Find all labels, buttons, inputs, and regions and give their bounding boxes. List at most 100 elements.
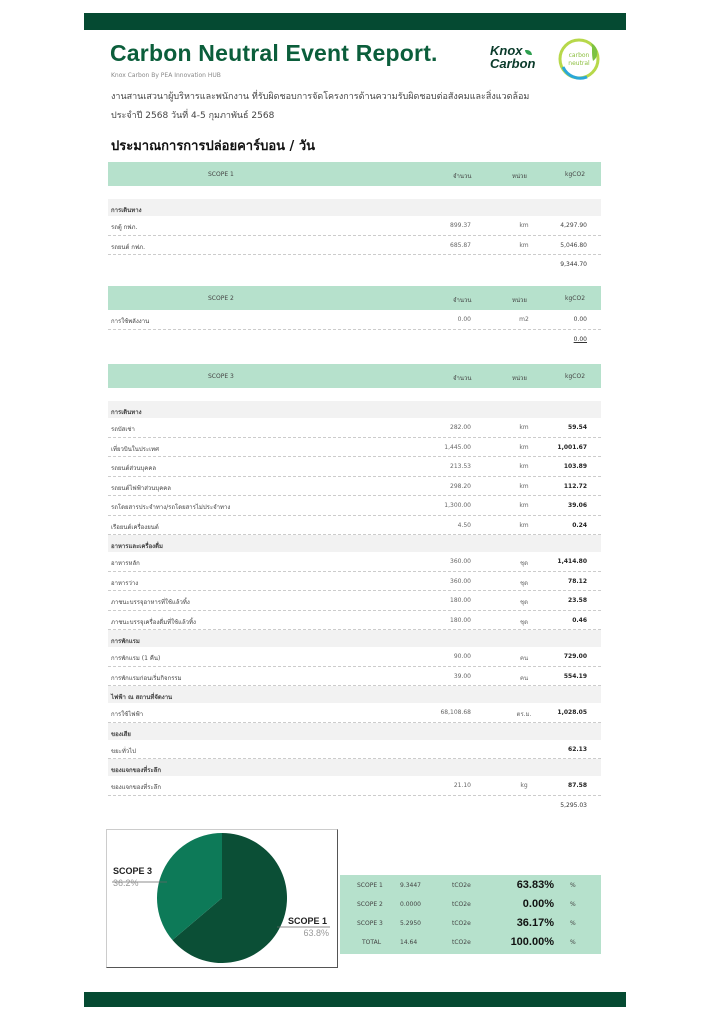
item-name: ภาชนะบรรจุอาหารที่ใช้แล้วทิ้ง: [111, 599, 190, 606]
table-row: ขยะทั่วไป 62.13: [108, 740, 601, 759]
item-qty: 4.50: [457, 521, 471, 529]
table-row: อาหารว่าง 360.00 ชุด 78.12: [108, 572, 601, 591]
item-qty: 180.00: [450, 616, 471, 624]
event-date: ประจำปี 2568 วันที่ 4-5 กุมภาพันธ์ 2568: [111, 111, 275, 121]
pie-label-scope-3: SCOPE 3: [113, 866, 152, 876]
item-kgco2: 4,297.90: [560, 222, 587, 229]
item-qty: 282.00: [450, 424, 471, 431]
summary-value: 5.2950: [400, 920, 421, 927]
total-row: 9,344.70: [108, 255, 601, 275]
item-qty: 0.00: [457, 316, 471, 323]
item-unit: คน: [519, 674, 529, 682]
item-unit: km: [519, 443, 529, 451]
item-qty: 1,445.00: [444, 443, 471, 451]
kg-header: kgCO2: [565, 373, 586, 380]
pie-slice-scope-1: [172, 833, 287, 963]
table-row: รถยนต์ กฟภ. 685.87 km 5,046.80: [108, 236, 601, 255]
item-kgco2: 1,028.05: [557, 709, 587, 716]
item-unit: m2: [519, 316, 529, 323]
item-unit: ชุด: [520, 599, 528, 606]
percent-symbol: %: [570, 939, 576, 946]
item-unit: ชุด: [520, 560, 528, 567]
item-unit: km: [519, 482, 529, 490]
carbon-neutral-badge: carbon neutral: [558, 38, 600, 80]
item-name: รถยนต์ไฟฟ้าส่วนบุคคล: [111, 484, 171, 492]
item-name: ขยะทั่วไป: [111, 747, 136, 755]
item-qty: 360.00: [450, 577, 471, 585]
table-row: รถตู้ กฟภ. 899.37 km 4,297.90: [108, 216, 601, 236]
kg-header: kgCO2: [565, 171, 586, 178]
item-unit: km: [519, 521, 529, 529]
bottom-banner: [84, 992, 626, 1007]
scope-total: 5,295.03: [560, 801, 587, 809]
summary-value: 14.64: [400, 939, 418, 946]
item-kgco2: 5,046.80: [560, 241, 587, 249]
summary-table: SCOPE 1 9.3447 tCO2e 63.83%% SCOPE 2 0.0000 tC…: [340, 875, 601, 954]
total-row: 0.00: [108, 330, 601, 350]
category-label: การเดินทาง: [111, 409, 142, 416]
item-kgco2: 59.54: [568, 424, 587, 431]
scope-total: 0.00: [573, 335, 587, 343]
item-qty: 1,300.00: [444, 502, 471, 509]
table-row: ภาชนะบรรจุอาหารที่ใช้แล้วทิ้ง 180.00 ชุด 23…: [108, 591, 601, 611]
unit-header: หน่วย: [512, 173, 527, 180]
scope-table: SCOPE 3 จำนวน หน่วย kgCO2 การเดินทาง รถบัสเช่…: [108, 364, 601, 816]
percent-symbol: %: [570, 920, 576, 927]
kg-header: kgCO2: [565, 295, 586, 302]
category-row: การเดินทาง: [108, 401, 601, 418]
scope-label: SCOPE 1: [208, 171, 234, 178]
category-label: อาหารและเครื่องดื่ม: [111, 543, 163, 550]
table-row: การพักแรมก่อนเริ่มกิจกรรม 39.00 คน 554.19: [108, 667, 601, 686]
item-unit: km: [519, 241, 529, 249]
item-qty: 360.00: [450, 558, 471, 565]
item-name: เรือยนต์เครื่องยนต์: [111, 523, 159, 531]
qty-header: จำนวน: [453, 375, 472, 382]
item-kgco2: 0.00: [573, 316, 587, 323]
table-row: รถบัสเช่า 282.00 km 59.54: [108, 418, 601, 438]
summary-percent: 0.00%: [522, 898, 554, 910]
item-kgco2: 87.58: [568, 782, 587, 789]
table-row: เรือยนต์เครื่องยนต์ 4.50 km 0.24: [108, 516, 601, 535]
item-name: รถยนต์ กฟภ.: [111, 243, 146, 251]
unit-header: หน่วย: [512, 297, 527, 304]
table-row: รถโดยสารประจำทาง/รถโดยสารไม่ประจำทาง 1,30…: [108, 496, 601, 516]
item-name: รถบัสเช่า: [111, 426, 135, 433]
summary-percent: 36.17%: [516, 917, 554, 929]
item-unit: km: [519, 222, 529, 229]
pie-label-scope-1: SCOPE 1: [288, 916, 327, 926]
item-unit: kg: [520, 782, 528, 789]
item-name: รถโดยสารประจำทาง/รถโดยสารไม่ประจำทาง: [111, 504, 231, 511]
table-header: SCOPE 1 จำนวน หน่วย kgCO2: [108, 162, 601, 186]
event-description: งานสานเสวนาผู้บริหารและพนักงาน ที่รับผิด…: [111, 92, 530, 102]
item-name: ของแจกของที่ระลึก: [111, 784, 161, 791]
item-name: ภาชนะบรรจุเครื่องดื่มที่ใช้แล้วทิ้ง: [111, 618, 196, 626]
item-qty: 180.00: [450, 597, 471, 604]
item-kgco2: 554.19: [563, 672, 587, 680]
item-kgco2: 729.00: [563, 653, 587, 660]
pie-slice-scope-3: [157, 833, 222, 941]
item-qty: 685.87: [450, 241, 471, 249]
category-label: ไฟฟ้า ณ สถานที่จัดงาน: [111, 694, 173, 701]
category-label: ของแจกของที่ระลึก: [111, 767, 161, 774]
scope-total: 9,344.70: [560, 261, 587, 268]
table-row: เที่ยวบินในประเทศ 1,445.00 km 1,001.67: [108, 438, 601, 457]
item-name: รถยนต์ส่วนบุคคล: [111, 465, 157, 472]
item-name: อาหารว่าง: [111, 579, 139, 587]
item-name: อาหารหลัก: [111, 560, 140, 567]
scope-label: SCOPE 3: [208, 373, 234, 380]
scope-table: SCOPE 1 จำนวน หน่วย kgCO2 การเดินทาง รถตู้ กฟ…: [108, 162, 601, 275]
summary-value: 9.3447: [400, 882, 421, 889]
table-row: ของแจกของที่ระลึก 21.10 kg 87.58: [108, 776, 601, 796]
scope-table: SCOPE 2 จำนวน หน่วย kgCO2 การใช้พลังงาน 0.00 m…: [108, 286, 601, 350]
category-label: การพักแรม: [111, 638, 140, 645]
summary-scope: SCOPE 3: [357, 920, 383, 927]
summary-scope: SCOPE 1: [357, 882, 383, 889]
qty-header: จำนวน: [453, 173, 472, 180]
summary-row: SCOPE 1 9.3447 tCO2e 63.83%%: [340, 876, 601, 895]
item-qty: 21.10: [453, 782, 471, 789]
qty-header: จำนวน: [453, 297, 472, 304]
svg-text:carbon: carbon: [569, 52, 590, 59]
table-row: การใช้พลังงาน 0.00 m2 0.00: [108, 310, 601, 330]
category-row: ของแจกของที่ระลึก: [108, 759, 601, 776]
